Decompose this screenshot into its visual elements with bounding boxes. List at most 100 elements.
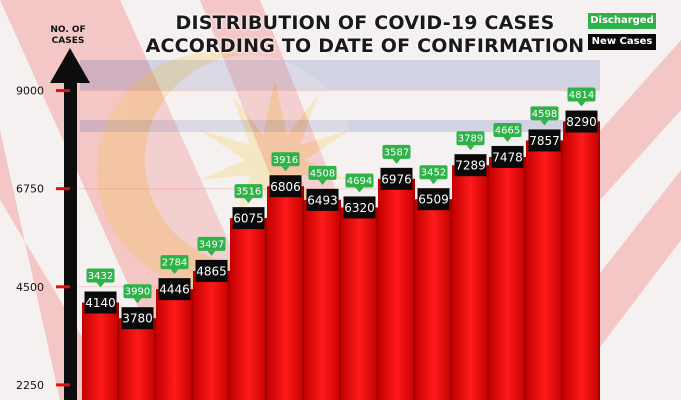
discharged-label: 2784	[162, 258, 187, 269]
discharged-label: 3789	[458, 134, 483, 145]
discharged-badge-pointer	[577, 101, 586, 107]
discharged-label: 4508	[310, 168, 335, 179]
y-tick	[56, 187, 70, 191]
bar	[415, 199, 452, 400]
new-cases-label: 6320	[344, 201, 375, 215]
discharged-badge-pointer	[133, 298, 142, 304]
new-cases-box	[269, 175, 302, 198]
new-cases-box	[232, 207, 265, 230]
discharged-label: 3497	[199, 239, 224, 250]
new-cases-label: 7857	[529, 134, 560, 148]
discharged-badge-pointer	[281, 166, 290, 172]
bar-edge	[376, 207, 378, 400]
discharged-badge	[308, 165, 337, 180]
new-cases-box	[84, 291, 117, 314]
discharged-badge	[160, 255, 189, 270]
discharged-badge-pointer	[170, 269, 179, 275]
bar-edge	[302, 186, 304, 400]
bar-edge	[524, 156, 526, 400]
bar	[82, 302, 119, 400]
new-cases-label: 7478	[492, 150, 523, 164]
discharged-badge	[86, 268, 115, 283]
bar-edge	[339, 199, 341, 400]
discharged-badge-pointer	[318, 179, 327, 185]
discharged-badge	[382, 144, 411, 159]
discharged-badge-pointer	[244, 198, 253, 204]
new-cases-box	[343, 196, 376, 219]
discharged-label: 4694	[347, 176, 372, 187]
discharged-badge	[234, 184, 263, 199]
y-axis-line	[64, 80, 77, 400]
chart-title-line2: ACCORDING TO DATE OF CONFIRMATION	[145, 35, 585, 57]
discharged-label: 4665	[495, 125, 520, 136]
new-cases-box	[491, 145, 524, 168]
y-axis-arrow	[50, 48, 90, 83]
discharged-badge	[123, 284, 152, 299]
new-cases-label: 3780	[122, 312, 153, 326]
new-cases-label: 6806	[270, 180, 301, 194]
y-axis	[50, 48, 90, 400]
discharged-badge	[493, 122, 522, 137]
discharged-label: 3916	[273, 155, 298, 166]
legend-discharged: Discharged	[588, 13, 656, 29]
new-cases-box	[121, 307, 154, 330]
bar	[193, 270, 230, 400]
y-tick-label: 9000	[16, 85, 44, 98]
bar-edge	[487, 165, 489, 400]
bar	[563, 121, 600, 400]
discharged-label: 4814	[569, 90, 594, 101]
discharged-badge	[419, 165, 448, 180]
y-axis-label: NO. OF CASES	[38, 25, 98, 47]
bar-edge	[154, 318, 156, 400]
discharged-badge	[197, 236, 226, 251]
discharged-label: 3452	[421, 168, 446, 179]
new-cases-label: 6976	[381, 172, 412, 186]
y-tick-label: 2250	[16, 379, 44, 392]
discharged-badge-pointer	[466, 145, 475, 151]
bar	[267, 186, 304, 400]
discharged-badge	[567, 87, 596, 102]
y-tick	[56, 383, 70, 387]
new-cases-box	[528, 129, 561, 152]
new-cases-label: 6509	[418, 193, 449, 207]
new-cases-label: 4140	[85, 296, 116, 310]
new-cases-label: 4865	[196, 264, 227, 278]
discharged-badge-pointer	[429, 179, 438, 185]
new-cases-label: 4446	[159, 283, 190, 297]
bar	[526, 140, 563, 400]
discharged-label: 3990	[125, 287, 150, 298]
bar-edge	[413, 178, 415, 400]
bar-edge	[191, 289, 193, 400]
bar-edge	[117, 302, 119, 400]
bar-edge	[265, 218, 267, 400]
new-cases-box	[306, 188, 339, 211]
new-cases-box	[454, 154, 487, 177]
new-cases-label: 6493	[307, 193, 338, 207]
new-cases-label: 8290	[566, 115, 597, 129]
bar	[156, 289, 193, 400]
discharged-badge	[271, 152, 300, 167]
y-tick-label: 4500	[16, 281, 44, 294]
new-cases-label: 6075	[233, 212, 264, 226]
discharged-badge	[345, 173, 374, 188]
bar-edge	[228, 270, 230, 400]
discharged-label: 3432	[88, 271, 113, 282]
bars	[82, 121, 600, 400]
y-axis-label-text: NO. OF CASES	[50, 25, 86, 46]
bar	[489, 156, 526, 400]
bar	[119, 318, 156, 400]
bar	[378, 178, 415, 400]
y-tick	[56, 89, 70, 93]
y-ticks: 2250 4500 6750 9000	[16, 85, 70, 392]
discharged-label: 4598	[532, 109, 557, 120]
legend-new-cases: New Cases	[588, 34, 656, 50]
bar	[230, 218, 267, 400]
discharged-badge-pointer	[355, 187, 364, 193]
new-cases-box	[380, 167, 413, 190]
discharged-badge-pointer	[392, 158, 401, 164]
new-cases-box	[195, 259, 228, 282]
discharged-badge-pointer	[96, 282, 105, 288]
discharged-badge-pointer	[207, 250, 216, 256]
bar	[341, 207, 378, 400]
